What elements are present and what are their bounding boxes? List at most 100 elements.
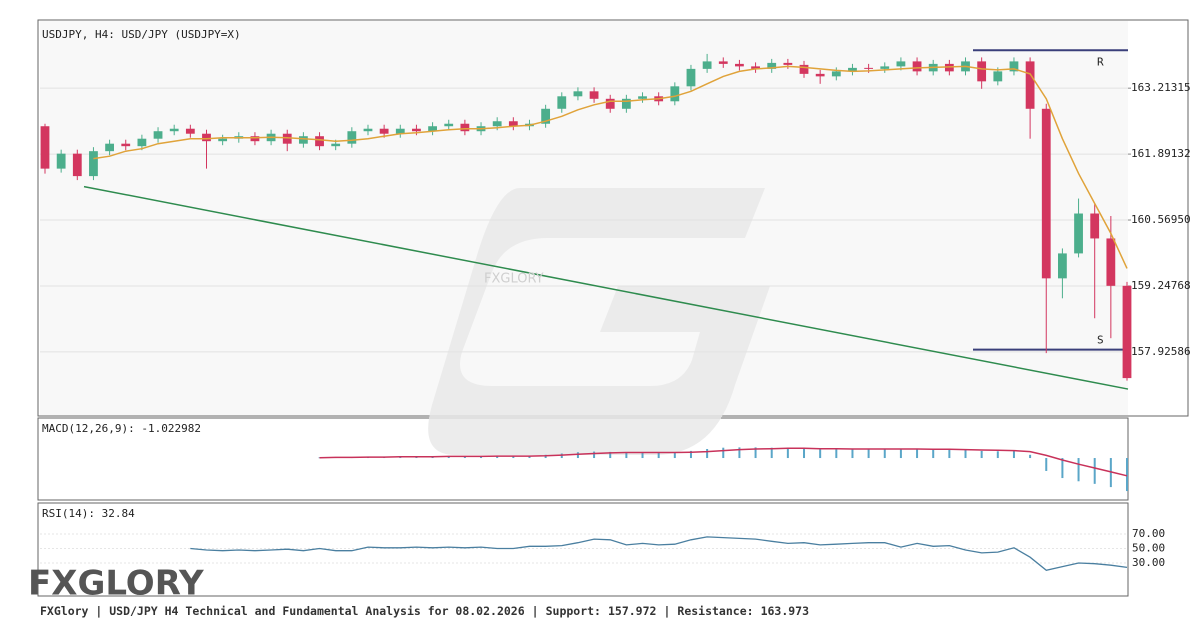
candle-body [1041, 108, 1051, 279]
moving-average [93, 65, 1128, 269]
support-label: S [1097, 334, 1104, 347]
candle-body [880, 66, 890, 69]
candle-body [735, 63, 744, 67]
candle-body [848, 67, 857, 72]
macd-bar [576, 452, 579, 459]
candle-body [1090, 213, 1100, 239]
candle-body [783, 62, 793, 65]
y-tick-label: 70.00 [1132, 527, 1165, 540]
candle-body [1025, 61, 1035, 109]
macd-bar [819, 448, 822, 459]
macd-bar [867, 449, 870, 459]
candle-body [331, 143, 341, 147]
trendline [83, 185, 1129, 390]
chart-title: USDJPY, H4: USD/JPY (USDJPY=X) [42, 28, 241, 41]
macd-bar [673, 452, 676, 459]
resistance-value: 163.973 [761, 604, 810, 618]
candle-body [718, 61, 728, 64]
macd-bar [738, 447, 741, 459]
candle-body [250, 136, 260, 142]
macd-bar [803, 448, 806, 459]
candle-body [1009, 61, 1019, 72]
macd-bar [689, 450, 692, 459]
candle-body [557, 96, 567, 109]
candle-body [670, 86, 680, 102]
macd-bar [916, 449, 919, 459]
y-tick-label: 159.24768 [1131, 279, 1191, 292]
candle-body [977, 61, 987, 82]
support-label: Support: [546, 604, 601, 618]
candle-body [363, 128, 373, 132]
candle-body [686, 68, 696, 87]
candle-body [864, 67, 874, 69]
candle-body [444, 123, 454, 127]
candle-body [185, 128, 195, 134]
y-tick-label: 160.56950 [1131, 213, 1191, 226]
macd-bar [851, 449, 854, 459]
watermark-text: FXGLORY [484, 272, 544, 287]
candle-body [621, 98, 631, 109]
rsi-title: RSI(14): 32.84 [42, 507, 135, 520]
footer: FXGlory | USD/JPY H4 Technical and Funda… [40, 604, 809, 618]
candle-body [121, 143, 131, 147]
candle-body [541, 108, 551, 124]
candle-body [395, 128, 405, 134]
watermark-logo [428, 188, 770, 455]
macd-bar [593, 451, 596, 459]
candle-body [153, 131, 163, 139]
candle-body [1058, 253, 1067, 279]
macd-bar [1077, 458, 1080, 482]
macd-bar [528, 455, 531, 459]
rsi-panel-frame [37, 502, 1129, 597]
macd-signal [319, 447, 1128, 477]
macd-bar [1093, 458, 1096, 484]
candle-body [896, 61, 906, 67]
candle-body [218, 138, 228, 142]
candle-body [202, 133, 211, 142]
support-value: 157.972 [608, 604, 656, 618]
candle-body [799, 64, 809, 74]
macd-bar [447, 456, 450, 459]
rsi-line [190, 536, 1128, 572]
candle-body [460, 123, 470, 132]
candle-body [105, 143, 114, 152]
y-tick-label: 30.00 [1132, 556, 1165, 569]
plot-layer: 163.21315 161.89132 160.56950 159.24768 157.… [40, 49, 1191, 572]
macd-bar [1029, 454, 1032, 459]
candle-body [912, 61, 922, 72]
macd-bar [641, 452, 644, 459]
macd-bar [964, 449, 967, 459]
candle-body [1122, 285, 1132, 379]
candle-body [605, 98, 615, 109]
candle-body [315, 136, 324, 147]
macd-bar [609, 451, 612, 459]
candle-body [56, 153, 66, 169]
candle-body [379, 128, 389, 134]
candle-body [589, 91, 599, 99]
candle-body [1074, 213, 1083, 254]
y-tick-label: 157.92586 [1131, 345, 1191, 358]
macd-bar [706, 448, 709, 459]
candle-body [993, 71, 1003, 82]
macd-title: MACD(12,26,9): -1.022982 [42, 422, 201, 435]
candle-body [1106, 238, 1116, 286]
y-tick-label: 163.21315 [1131, 81, 1191, 94]
candle-body [89, 151, 98, 177]
footer-separator: | [663, 604, 670, 618]
macd-bar [786, 447, 789, 459]
footer-text: FXGlory | USD/JPY H4 Technical and Funda… [40, 604, 525, 618]
footer-separator: | [532, 604, 539, 618]
macd-bar [496, 456, 499, 459]
candle-body [751, 66, 760, 69]
candle-body [40, 126, 50, 169]
macd-bar [722, 447, 725, 459]
macd-bar [948, 449, 951, 459]
macd-bar [625, 452, 628, 459]
candle-body [702, 61, 712, 69]
macd-bar [1012, 450, 1015, 459]
macd-bar [1126, 458, 1128, 492]
logo: FXGLORY [28, 564, 204, 604]
candle-body [815, 73, 825, 77]
y-tick-label: 161.89132 [1131, 147, 1191, 160]
